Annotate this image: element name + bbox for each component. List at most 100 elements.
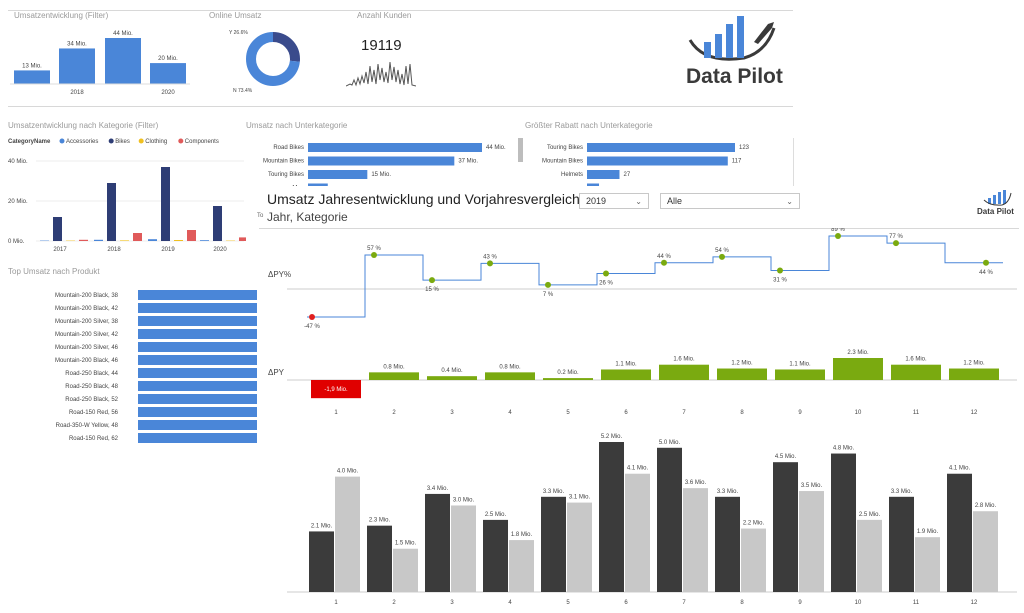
- bar[interactable]: [587, 143, 735, 152]
- bar[interactable]: [138, 329, 266, 339]
- monthly-bar[interactable]: [367, 525, 392, 592]
- legend-item[interactable]: Clothing: [145, 139, 167, 145]
- monthly-bar[interactable]: [657, 447, 682, 592]
- bar[interactable]: [133, 233, 142, 241]
- dpy-bar[interactable]: [949, 368, 999, 380]
- monthly-bar[interactable]: [831, 453, 856, 592]
- monthly-bar[interactable]: [889, 496, 914, 592]
- bar-label: 44 Mio.: [113, 31, 133, 37]
- dpy-pct-point[interactable]: [777, 267, 783, 274]
- monthly-bar[interactable]: [451, 505, 476, 592]
- dpy-bar[interactable]: [833, 358, 883, 380]
- dpy-bar[interactable]: [717, 368, 767, 380]
- overlay-chart[interactable]: -47 % 57 % 15 % 43 % 7 % 26 % 44 % 54 % 31 % 89 %…: [257, 228, 1024, 613]
- bar[interactable]: [59, 48, 95, 84]
- year-select[interactable]: 2019 ⌄: [579, 193, 649, 209]
- bar[interactable]: [138, 316, 266, 326]
- monthly-bar[interactable]: [741, 528, 766, 592]
- dpy-pct-point[interactable]: [835, 233, 841, 239]
- online-umsatz-donut[interactable]: Y 26.6% N 73.4%: [225, 22, 325, 96]
- bar[interactable]: [213, 206, 222, 241]
- rabatt-chart[interactable]: Touring Bikes 123 Mountain Bikes 117 Helmets…: [525, 136, 785, 192]
- monthly-bar[interactable]: [773, 462, 798, 592]
- bar[interactable]: [138, 394, 266, 404]
- bar[interactable]: [138, 381, 266, 391]
- dpy-pct-point[interactable]: [429, 277, 435, 284]
- bar[interactable]: [161, 167, 170, 241]
- dpy-bar[interactable]: [659, 364, 709, 380]
- bar[interactable]: [200, 240, 209, 241]
- bar[interactable]: [187, 230, 196, 241]
- bar[interactable]: [79, 239, 88, 241]
- dpy-bar[interactable]: [427, 376, 477, 380]
- dpy-pct-line[interactable]: [307, 235, 1003, 318]
- category-select[interactable]: Alle ⌄: [660, 193, 800, 209]
- bar[interactable]: [148, 239, 157, 241]
- bar[interactable]: [138, 355, 266, 365]
- dpy-pct-point[interactable]: [603, 270, 609, 277]
- monthly-bar[interactable]: [799, 491, 824, 592]
- bar[interactable]: [587, 170, 620, 179]
- unterkategorie-scrollbar[interactable]: [518, 138, 523, 162]
- dpy-bar[interactable]: [369, 372, 419, 380]
- bar[interactable]: [138, 303, 266, 313]
- monthly-bar[interactable]: [973, 511, 998, 592]
- bar[interactable]: [138, 420, 266, 430]
- bar[interactable]: [120, 240, 129, 241]
- bar[interactable]: [308, 143, 482, 152]
- monthly-bar[interactable]: [625, 473, 650, 592]
- dpy-bar[interactable]: [601, 369, 651, 380]
- monthly-bar[interactable]: [599, 442, 624, 592]
- bar[interactable]: [138, 290, 266, 300]
- umsatzentwicklung-chart[interactable]: 13 Mio. 34 Mio. 44 Mio. 20 Mio. 2018 2020: [10, 26, 190, 100]
- bar[interactable]: [53, 217, 62, 241]
- monthly-bar[interactable]: [393, 548, 418, 592]
- dpy-bar[interactable]: [543, 378, 593, 380]
- dpy-pct-point[interactable]: [661, 259, 667, 266]
- bar[interactable]: [308, 170, 368, 179]
- legend-item[interactable]: Bikes: [115, 139, 130, 145]
- dpy-pct-point[interactable]: [309, 313, 315, 320]
- kategorie-chart[interactable]: CategoryName Accessories Bikes Clothing Comp…: [6, 134, 248, 256]
- dpy-pct-point[interactable]: [893, 240, 899, 247]
- bar[interactable]: [105, 38, 141, 84]
- bar[interactable]: [150, 63, 186, 84]
- monthly-bar[interactable]: [509, 540, 534, 592]
- bar[interactable]: [138, 368, 266, 378]
- dpy-bar[interactable]: [311, 380, 361, 399]
- bar[interactable]: [174, 240, 183, 241]
- legend-item[interactable]: Components: [185, 139, 219, 145]
- dpy-pct-point[interactable]: [983, 259, 989, 266]
- monthly-bar[interactable]: [683, 488, 708, 592]
- bar[interactable]: [308, 156, 455, 166]
- bar[interactable]: [138, 342, 266, 352]
- bar[interactable]: [587, 156, 728, 166]
- monthly-bar[interactable]: [335, 476, 360, 592]
- dpy-pct-point[interactable]: [719, 253, 725, 260]
- bar[interactable]: [107, 183, 116, 241]
- dpy-pct-point[interactable]: [545, 281, 551, 288]
- product-label: Mountain-200 Silver, 42: [55, 332, 119, 338]
- monthly-bar[interactable]: [715, 496, 740, 592]
- bar[interactable]: [138, 407, 266, 417]
- dpy-bar[interactable]: [891, 364, 941, 380]
- monthly-bar[interactable]: [915, 537, 940, 592]
- dpy-pct-point[interactable]: [371, 252, 377, 259]
- monthly-bar[interactable]: [857, 519, 882, 592]
- bar[interactable]: [94, 239, 103, 241]
- dpy-pct-point[interactable]: [487, 260, 493, 267]
- monthly-bar[interactable]: [309, 531, 334, 592]
- bar[interactable]: [138, 433, 266, 443]
- monthly-bar[interactable]: [541, 496, 566, 592]
- monthly-bar[interactable]: [425, 493, 450, 592]
- dpy-bar[interactable]: [775, 369, 825, 380]
- monthly-bar[interactable]: [567, 502, 592, 592]
- bar[interactable]: [14, 70, 50, 84]
- pie-slice[interactable]: [246, 32, 300, 86]
- legend-item[interactable]: Accessories: [66, 139, 98, 145]
- monthly-bar[interactable]: [483, 519, 508, 592]
- dpy-bar[interactable]: [485, 372, 535, 380]
- monthly-bar[interactable]: [947, 473, 972, 592]
- produkt-chart[interactable]: Mountain-200 Black, 38 Mountain-200 Black…: [6, 288, 268, 448]
- bar[interactable]: [239, 237, 248, 241]
